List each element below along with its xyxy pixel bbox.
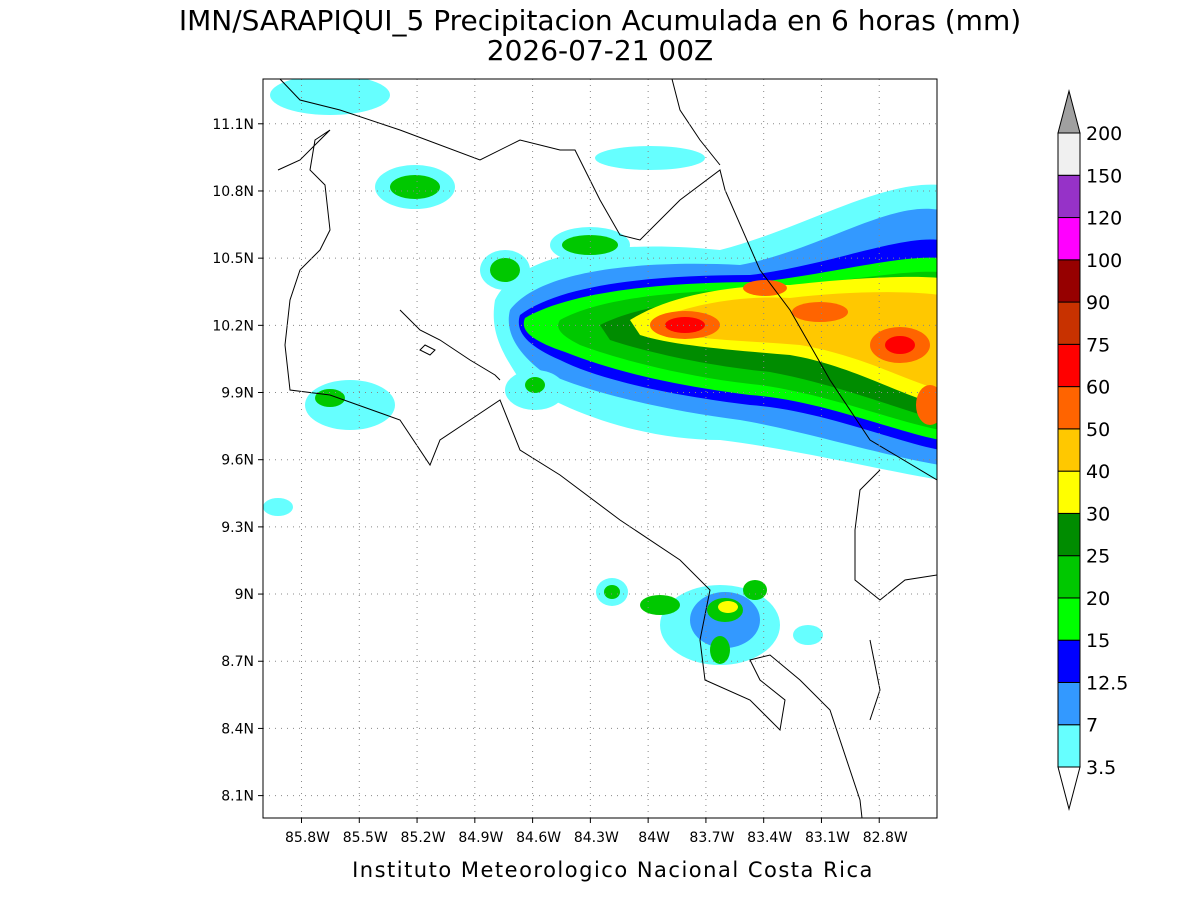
colorbar: 3.5 7 12.5 15 20 25 30 40 50 60 75 90 100 120 150 200 xyxy=(1057,89,1128,811)
lon-tick-label: 85.2W xyxy=(401,830,446,846)
colorbar-bin xyxy=(1057,386,1081,430)
lon-tick-label: 84.6W xyxy=(516,830,561,846)
colorbar-label: 60 xyxy=(1086,377,1110,399)
colorbar-bin xyxy=(1057,343,1081,388)
colorbar-bin xyxy=(1057,217,1081,261)
colorbar-label: 40 xyxy=(1086,461,1110,483)
colorbar-over xyxy=(1057,89,1081,134)
map-title: IMN/SARAPIQUI_5 Precipitacion Acumulada … xyxy=(179,4,1021,37)
colorbar-under xyxy=(1057,766,1081,811)
colorbar-label: 15 xyxy=(1086,630,1110,652)
lat-tick-label: 9N xyxy=(235,587,254,603)
coastlines xyxy=(277,79,937,818)
colorbar-bin xyxy=(1057,132,1081,176)
lat-tick-label: 9.3N xyxy=(221,520,254,536)
colorbar-label: 120 xyxy=(1086,208,1122,230)
colorbar-bin xyxy=(1057,174,1081,219)
colorbar-label: 200 xyxy=(1086,123,1122,145)
colorbar-label: 100 xyxy=(1086,250,1122,272)
colorbar-bin xyxy=(1057,470,1081,514)
colorbar-bin xyxy=(1057,512,1081,557)
colorbar-label: 25 xyxy=(1086,546,1110,568)
colorbar-label: 90 xyxy=(1086,292,1110,314)
colorbar-bin xyxy=(1057,428,1081,472)
lat-tick-label: 10.8N xyxy=(212,184,254,200)
colorbar-label: 7 xyxy=(1086,715,1098,737)
lon-tick-label: 84.3W xyxy=(574,830,619,846)
colorbar-bin xyxy=(1057,597,1081,641)
colorbar-label: 20 xyxy=(1086,588,1110,610)
lon-tick-label: 84W xyxy=(638,830,670,846)
lat-tick-label: 8.4N xyxy=(221,721,254,737)
lon-tick-label: 85.8W xyxy=(285,830,330,846)
colorbar-label: 3.5 xyxy=(1086,757,1116,779)
lat-tick-label: 8.1N xyxy=(221,789,254,805)
colorbar-bin xyxy=(1057,555,1081,599)
colorbar-bin xyxy=(1057,639,1081,683)
colorbar-label: 30 xyxy=(1086,503,1110,525)
lat-tick-label: 10.2N xyxy=(212,318,254,334)
colorbar-label: 75 xyxy=(1086,334,1110,356)
colorbar-bin xyxy=(1057,681,1081,726)
lat-tick-label: 11.1N xyxy=(212,117,254,133)
lon-tick-label: 82.8W xyxy=(863,830,908,846)
colorbar-bin xyxy=(1057,724,1081,768)
footer-credit: Instituto Meteorologico Nacional Costa R… xyxy=(352,858,874,882)
map-frame xyxy=(262,78,938,819)
lon-tick-label: 85.5W xyxy=(343,830,388,846)
map-subtitle: 2026-07-21 00Z xyxy=(487,34,713,67)
lat-tick-label: 9.6N xyxy=(221,453,254,469)
precip-field xyxy=(263,79,937,665)
lon-tick-label: 84.9W xyxy=(458,830,503,846)
colorbar-label: 12.5 xyxy=(1086,672,1128,694)
lat-tick-label: 8.7N xyxy=(221,654,254,670)
colorbar-bin xyxy=(1057,301,1081,345)
lon-tick-label: 83.1W xyxy=(805,830,850,846)
graticule: 11.1N 10.8N 10.5N 10.2N 9.9N 9.6N 9.3N 9N 8.7N 8.… xyxy=(212,79,937,846)
colorbar-label: 150 xyxy=(1086,165,1122,187)
colorbar-label: 50 xyxy=(1086,419,1110,441)
lon-tick-label: 83.4W xyxy=(747,830,792,846)
lat-tick-label: 10.5N xyxy=(212,251,254,267)
colorbar-bin xyxy=(1057,259,1081,303)
lon-tick-label: 83.7W xyxy=(689,830,734,846)
lat-tick-label: 9.9N xyxy=(221,386,254,402)
